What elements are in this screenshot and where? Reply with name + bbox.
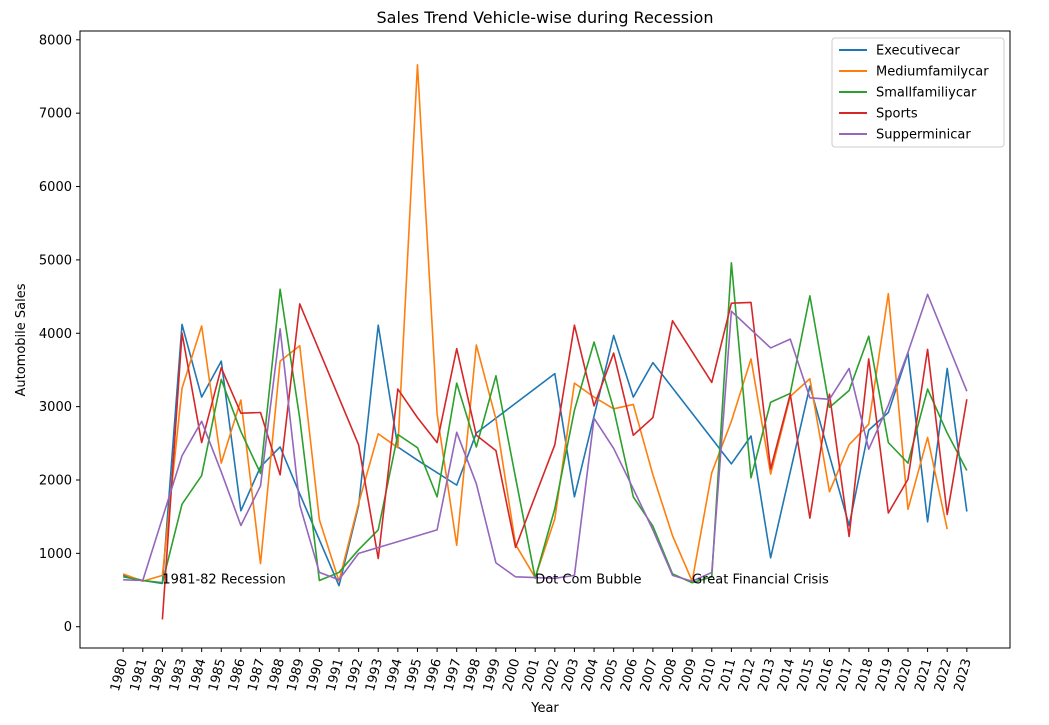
y-tick-label: 6000 bbox=[39, 180, 72, 195]
y-tick-label: 8000 bbox=[39, 33, 72, 48]
series-line-smallfamiliycar bbox=[123, 262, 968, 584]
annotations: 1981-82 Recession Dot Com Bubble Great Fin… bbox=[162, 573, 829, 588]
x-axis-label: Year bbox=[530, 701, 559, 716]
legend-box bbox=[831, 37, 1005, 148]
chart-title: Sales Trend Vehicle-wise during Recessio… bbox=[377, 8, 714, 27]
y-tick-label: 0 bbox=[64, 620, 72, 635]
y-axis-ticks: 0 1000 2000 3000 4000 5000 6000 7000 8000 bbox=[39, 33, 80, 635]
series-line-supperminicar bbox=[123, 293, 968, 583]
y-tick-label: 3000 bbox=[39, 400, 72, 415]
y-tick-label: 2000 bbox=[39, 473, 72, 488]
legend-label: Supperminicar bbox=[876, 128, 971, 143]
legend: Executivecar Mediumfamilycar Smallfamiliyc… bbox=[831, 37, 1005, 148]
series-layer bbox=[122, 63, 968, 620]
series-line-sports bbox=[161, 301, 968, 620]
legend-label: Smallfamiliycar bbox=[876, 86, 977, 101]
plot-area-frame bbox=[79, 30, 1011, 649]
y-tick-label: 1000 bbox=[39, 547, 72, 562]
y-tick-label: 4000 bbox=[39, 327, 72, 342]
legend-label: Executivecar bbox=[876, 44, 960, 59]
y-tick-label: 5000 bbox=[39, 253, 72, 268]
annotation-label: Dot Com Bubble bbox=[535, 573, 641, 588]
annotation-label: Great Financial Crisis bbox=[692, 573, 829, 588]
x-tick-label: 2023 bbox=[952, 657, 975, 693]
legend-label: Sports bbox=[876, 107, 918, 122]
legend-label: Mediumfamilycar bbox=[876, 65, 989, 80]
y-tick-label: 7000 bbox=[39, 107, 72, 122]
annotation-label: 1981-82 Recession bbox=[162, 573, 285, 588]
y-axis-label: Automobile Sales bbox=[14, 283, 29, 396]
x-axis-ticks: 1980198119821983198419851986198719881989… bbox=[108, 648, 975, 693]
series-line-mediumfamilycar bbox=[122, 63, 949, 583]
